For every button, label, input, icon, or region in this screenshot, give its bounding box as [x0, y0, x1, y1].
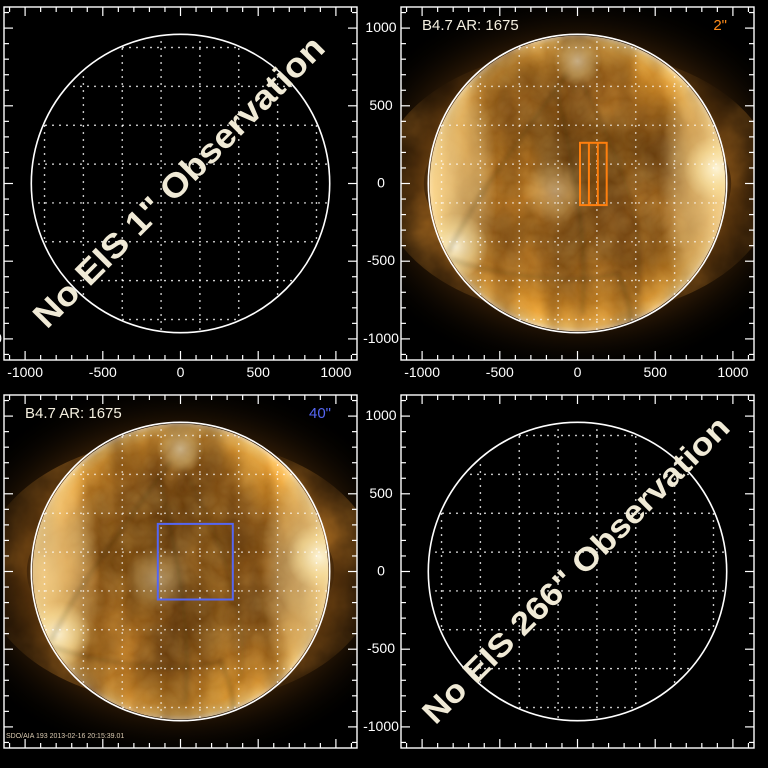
svg-text:1000: 1000: [717, 364, 748, 380]
svg-text:1000: 1000: [365, 407, 396, 423]
svg-text:500: 500: [644, 364, 668, 380]
svg-text:B4.7 AR: 1675: B4.7 AR: 1675: [25, 405, 122, 422]
svg-text:40": 40": [309, 405, 331, 422]
svg-text:SDO/AIA 193 2013-02-16 20:15: SDO/AIA 193 2013-02-16 20:15:39.01: [6, 733, 124, 740]
svg-text:2": 2": [713, 17, 727, 34]
svg-text:500: 500: [369, 485, 393, 501]
svg-text:-1000: -1000: [0, 330, 2, 346]
svg-text:-500: -500: [486, 364, 514, 380]
svg-text:-1000: -1000: [7, 364, 43, 380]
svg-text:500: 500: [369, 97, 393, 113]
svg-text:0: 0: [177, 364, 185, 380]
svg-text:1000: 1000: [365, 19, 396, 35]
svg-text:-1000: -1000: [404, 364, 440, 380]
svg-text:-500: -500: [89, 364, 117, 380]
svg-text:B4.7 AR: 1675: B4.7 AR: 1675: [422, 17, 519, 34]
svg-text:0: 0: [377, 175, 385, 191]
svg-text:-500: -500: [367, 640, 395, 656]
svg-text:-500: -500: [367, 252, 395, 268]
svg-text:1000: 1000: [320, 364, 351, 380]
svg-text:500: 500: [247, 364, 271, 380]
svg-text:-1000: -1000: [363, 718, 399, 734]
svg-text:0: 0: [574, 364, 582, 380]
svg-text:-1000: -1000: [363, 330, 399, 346]
svg-text:0: 0: [377, 563, 385, 579]
